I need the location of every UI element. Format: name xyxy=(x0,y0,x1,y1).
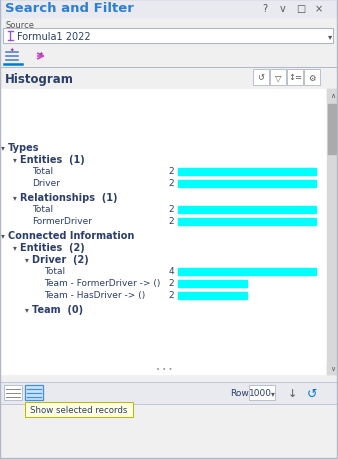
Text: ▾: ▾ xyxy=(271,389,275,397)
Text: Team - FormerDriver -> (): Team - FormerDriver -> () xyxy=(44,279,160,288)
Bar xyxy=(253,70,269,86)
Text: v: v xyxy=(280,4,286,14)
Text: ↺: ↺ xyxy=(258,73,265,82)
Text: Formula1 2022: Formula1 2022 xyxy=(17,31,91,41)
Bar xyxy=(3,29,333,44)
Bar xyxy=(178,218,316,225)
Text: ∧: ∧ xyxy=(330,93,335,99)
Text: ✦: ✦ xyxy=(39,51,43,56)
Text: Entities  (1): Entities (1) xyxy=(20,155,85,165)
Text: • • •: • • • xyxy=(156,366,172,372)
Text: Rows:: Rows: xyxy=(230,389,256,397)
Text: ↺: ↺ xyxy=(307,386,317,400)
Bar xyxy=(178,168,316,175)
Text: ▾: ▾ xyxy=(1,231,5,240)
Text: Team  (0): Team (0) xyxy=(32,304,83,314)
Text: ▾: ▾ xyxy=(1,143,5,152)
Bar xyxy=(4,385,22,400)
Text: Show selected records: Show selected records xyxy=(30,405,128,414)
Bar xyxy=(249,385,275,400)
Text: ▾: ▾ xyxy=(13,155,17,164)
Text: ↕=: ↕= xyxy=(288,73,302,82)
Bar xyxy=(25,402,133,417)
Bar xyxy=(0,90,326,374)
Text: ⚙: ⚙ xyxy=(308,73,316,82)
Text: ▾: ▾ xyxy=(25,305,29,314)
Text: ✦: ✦ xyxy=(10,47,14,52)
Bar xyxy=(178,180,316,187)
Text: ▾: ▾ xyxy=(13,193,17,202)
Text: ↓: ↓ xyxy=(287,388,297,398)
Text: Connected Information: Connected Information xyxy=(8,230,135,241)
Text: Types: Types xyxy=(8,143,40,153)
Bar xyxy=(178,268,316,275)
Text: ▾: ▾ xyxy=(13,243,17,252)
Bar xyxy=(327,90,338,374)
Text: Search and Filter: Search and Filter xyxy=(5,2,134,16)
Text: 2: 2 xyxy=(168,167,174,176)
Text: 2: 2 xyxy=(168,179,174,188)
Bar xyxy=(0,0,338,18)
Bar xyxy=(328,105,336,155)
Text: ↖: ↖ xyxy=(29,406,37,415)
Text: ×: × xyxy=(315,4,323,14)
Text: Total: Total xyxy=(32,205,53,214)
Bar xyxy=(327,362,338,374)
Text: 2: 2 xyxy=(168,217,174,226)
Text: □: □ xyxy=(296,4,306,14)
Bar xyxy=(287,70,303,86)
Bar xyxy=(327,90,338,102)
Text: Total: Total xyxy=(32,167,53,176)
Text: ∨: ∨ xyxy=(330,365,335,371)
Bar xyxy=(304,70,320,86)
Text: Entities  (2): Entities (2) xyxy=(20,242,85,252)
Bar xyxy=(178,292,247,299)
Text: Team - HasDriver -> (): Team - HasDriver -> () xyxy=(44,291,145,300)
Text: Source: Source xyxy=(5,21,34,29)
Text: Driver: Driver xyxy=(32,179,60,188)
Bar xyxy=(178,280,247,287)
Text: 1000: 1000 xyxy=(248,389,271,397)
Bar xyxy=(0,68,338,90)
Text: Histogram: Histogram xyxy=(5,73,74,86)
Text: ▾: ▾ xyxy=(25,255,29,264)
Text: 4: 4 xyxy=(168,267,174,276)
Bar xyxy=(270,70,286,86)
Text: Relationships  (1): Relationships (1) xyxy=(20,193,118,202)
Text: FormerDriver: FormerDriver xyxy=(32,217,92,226)
Text: 2: 2 xyxy=(168,279,174,288)
Text: ?: ? xyxy=(262,4,268,14)
Text: Driver  (2): Driver (2) xyxy=(32,254,89,264)
Bar xyxy=(25,385,43,400)
Text: ▾: ▾ xyxy=(328,32,332,41)
Bar xyxy=(178,206,316,213)
Text: Total: Total xyxy=(44,267,65,276)
Text: 2: 2 xyxy=(168,205,174,214)
Text: ▽: ▽ xyxy=(275,73,281,82)
Bar xyxy=(0,382,338,404)
Text: 2: 2 xyxy=(168,291,174,300)
